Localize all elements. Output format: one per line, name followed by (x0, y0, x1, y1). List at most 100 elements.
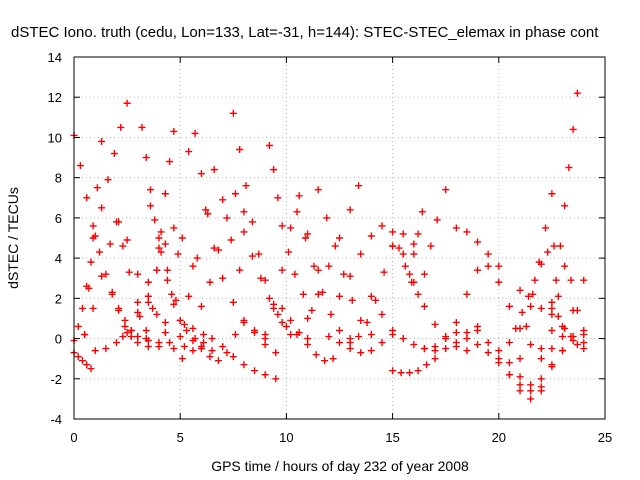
data-point (319, 288, 327, 296)
data-point (265, 141, 273, 149)
data-point (527, 395, 535, 403)
data-point (240, 228, 248, 236)
data-point (474, 238, 482, 246)
data-point (548, 190, 556, 198)
data-point (463, 329, 471, 337)
data-point (531, 276, 539, 284)
data-point (251, 327, 259, 335)
data-point (505, 359, 513, 367)
data-point (81, 331, 89, 339)
data-point (261, 371, 269, 379)
data-point (323, 214, 331, 222)
data-point (248, 252, 256, 260)
data-point (389, 327, 397, 335)
data-point (214, 246, 222, 254)
data-point (178, 355, 186, 363)
data-point (261, 331, 269, 339)
series-29 (336, 222, 397, 300)
data-point (304, 314, 312, 322)
data-point (219, 196, 227, 204)
data-point (161, 240, 169, 248)
data-point (357, 250, 365, 258)
data-point (512, 325, 520, 332)
data-point (573, 341, 581, 349)
data-point (367, 331, 375, 339)
data-point (144, 292, 152, 300)
data-point (495, 262, 503, 270)
series-19 (229, 109, 295, 339)
data-point (223, 349, 231, 357)
data-point (189, 337, 197, 345)
data-point (378, 222, 386, 230)
series-36 (420, 322, 482, 355)
series-17 (180, 190, 248, 351)
data-point (495, 347, 503, 355)
series-46 (548, 262, 588, 335)
data-point (138, 123, 146, 131)
data-point (580, 339, 588, 347)
series-23 (261, 192, 322, 339)
data-point (442, 186, 450, 194)
data-point (185, 292, 193, 300)
data-point (261, 276, 269, 284)
series-30 (346, 230, 418, 347)
data-point (163, 266, 171, 274)
data-point (285, 248, 293, 256)
series-32 (389, 186, 450, 298)
data-point (136, 312, 144, 320)
data-point (123, 99, 131, 107)
data-point (357, 316, 365, 324)
data-point (151, 216, 159, 224)
data-point (149, 304, 157, 312)
x-axis-label: GPS time / hours of day 232 of year 2008 (211, 458, 469, 474)
data-point (229, 298, 237, 306)
series-48 (548, 89, 581, 312)
data-point (567, 276, 575, 284)
data-point (229, 353, 237, 361)
data-point (452, 318, 460, 326)
data-point (346, 206, 354, 214)
data-point (327, 310, 335, 318)
data-point (414, 290, 422, 298)
data-point (251, 367, 259, 375)
data-point (484, 349, 492, 357)
data-point (178, 234, 186, 242)
data-point (505, 302, 513, 310)
data-point (548, 310, 556, 318)
data-point (287, 331, 295, 339)
data-point (556, 242, 564, 250)
data-point (431, 347, 439, 355)
data-point (355, 333, 363, 341)
data-point (399, 250, 407, 258)
data-point (127, 333, 135, 341)
data-point (106, 240, 114, 248)
data-point (155, 339, 163, 347)
data-point (189, 262, 197, 270)
data-point (227, 236, 235, 244)
y-tick-label: 8 (55, 171, 62, 186)
data-point (340, 270, 348, 278)
data-point (346, 339, 354, 347)
data-point (146, 186, 154, 194)
data-point (168, 290, 176, 298)
series-11 (144, 127, 178, 345)
data-point (372, 296, 380, 304)
data-point (423, 361, 431, 369)
data-point (287, 316, 295, 324)
data-point (170, 224, 178, 232)
data-points (70, 89, 588, 403)
data-point (550, 242, 558, 250)
data-point (389, 367, 397, 375)
data-point (219, 343, 227, 351)
data-point (210, 166, 218, 174)
series-45 (537, 276, 588, 363)
data-point (161, 329, 169, 337)
series-6 (91, 244, 163, 355)
chart-title: dSTEC Iono. truth (cedu, Lon=133, Lat=-3… (11, 24, 599, 41)
data-point (304, 341, 312, 349)
series-20 (208, 335, 280, 383)
data-point (282, 322, 290, 330)
data-point (527, 302, 535, 310)
data-point (442, 335, 450, 343)
data-point (395, 244, 403, 252)
